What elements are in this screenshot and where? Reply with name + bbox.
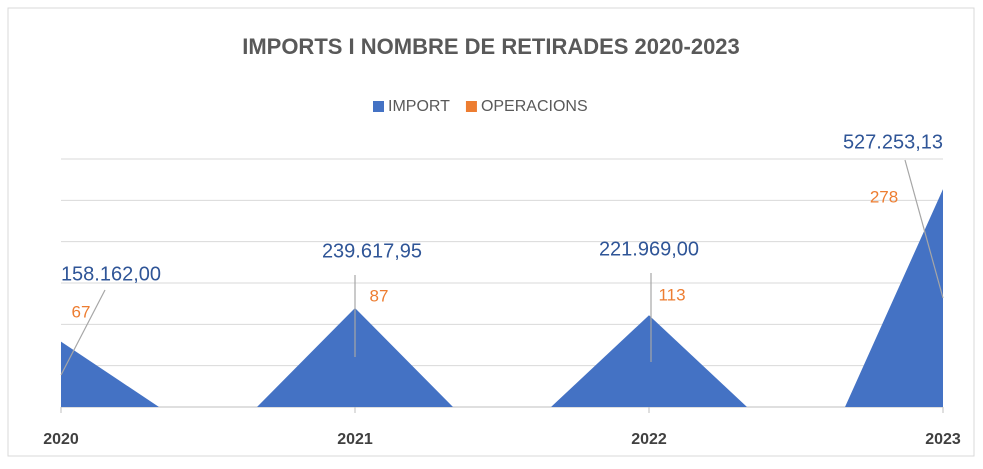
- x-tick-label: 2022: [631, 431, 667, 448]
- data-label: 239.617,95: [322, 240, 422, 262]
- data-label: 527.253,13: [843, 131, 943, 153]
- chart-title: IMPORTS I NOMBRE DE RETIRADES 2020-2023: [242, 34, 740, 59]
- legend-label: IMPORT: [388, 98, 450, 115]
- x-tick-label: 2023: [925, 431, 961, 448]
- data-label: 158.162,00: [61, 263, 161, 285]
- chart-border: [7, 7, 975, 457]
- data-label: 113: [658, 285, 685, 304]
- leader-line: [904, 159, 944, 299]
- data-label: 67: [72, 302, 91, 321]
- leader-line: [60, 289, 106, 376]
- legend-label: OPERACIONS: [481, 98, 588, 115]
- x-tick-label: 2020: [43, 431, 79, 448]
- data-label: 278: [870, 187, 898, 206]
- data-label: 87: [370, 286, 389, 305]
- data-label: 221.969,00: [599, 238, 699, 260]
- legend-swatch: [465, 101, 477, 112]
- x-tick-label: 2021: [337, 431, 373, 448]
- legend-swatch: [373, 101, 384, 112]
